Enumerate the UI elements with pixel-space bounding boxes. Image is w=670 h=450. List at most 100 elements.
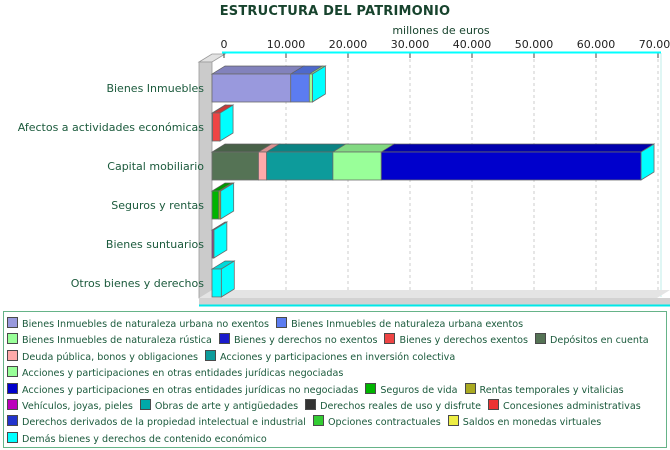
legend-row: Acciones y participaciones en otras enti… bbox=[7, 363, 663, 379]
legend-item: Concesiones administrativas bbox=[488, 396, 641, 415]
bar-segment-top-shade bbox=[266, 144, 346, 152]
category-label: Otros bienes y derechos bbox=[71, 277, 205, 290]
tick-label: 30.000 bbox=[391, 38, 430, 51]
bar-segment bbox=[266, 151, 334, 181]
tick-label: 60.000 bbox=[577, 38, 616, 51]
x-axis-title: millones de euros bbox=[392, 24, 490, 37]
tick-label: 20.000 bbox=[329, 38, 368, 51]
legend-row: Acciones y participaciones en otras enti… bbox=[7, 380, 663, 396]
legend-label: Saldos en monedas virtuales bbox=[462, 417, 602, 429]
floor-top bbox=[199, 290, 670, 298]
category-label: Bienes suntuarios bbox=[106, 238, 204, 251]
floor-front bbox=[199, 298, 670, 305]
legend-row: Bienes Inmuebles de naturaleza rústica Bi… bbox=[7, 330, 663, 346]
tick-label: 50.000 bbox=[515, 38, 554, 51]
legend-item: Bienes y derechos no exentos bbox=[218, 330, 378, 349]
legend-label: Bienes Inmuebles de naturaleza rústica bbox=[22, 335, 212, 347]
bar-segment bbox=[380, 151, 642, 181]
legend-item: Depósitos en cuenta bbox=[535, 330, 649, 349]
category-label: Bienes Inmuebles bbox=[106, 82, 204, 95]
chart-title: ESTRUCTURA DEL PATRIMONIO bbox=[219, 4, 451, 19]
legend-item: Derechos derivados de la propiedad intel… bbox=[7, 412, 306, 431]
legend-swatch bbox=[305, 398, 317, 410]
legend-swatch bbox=[7, 333, 18, 345]
category-label: Capital mobiliario bbox=[107, 160, 204, 173]
legend-item: Bienes Inmuebles de naturaleza urbana no… bbox=[7, 314, 269, 333]
bar-segment-top-shade bbox=[290, 66, 323, 74]
legend-label: Bienes Inmuebles de naturaleza urbana ex… bbox=[291, 319, 524, 330]
bar-segment-top-shade bbox=[212, 105, 234, 113]
legend-swatch bbox=[7, 317, 18, 328]
legend-item: Rentas temporales y vitalicias bbox=[464, 380, 624, 399]
legend-row: Deuda pública, bonos y obligaciones Accio… bbox=[7, 347, 663, 363]
legend-label: Vehículos, joyas, pieles bbox=[22, 400, 133, 412]
legend-swatch bbox=[7, 431, 18, 443]
legend-swatch bbox=[7, 398, 18, 410]
legend-item: Saldos en monedas virtuales bbox=[447, 412, 602, 431]
legend-label: Derechos reales de uso y disfrute bbox=[320, 400, 482, 412]
legend-swatch bbox=[7, 366, 18, 378]
legend-swatch bbox=[276, 317, 288, 328]
legend-row: Derechos derivados de la propiedad intel… bbox=[7, 412, 663, 428]
legend-label: Bienes Inmuebles de naturaleza urbana no… bbox=[22, 319, 270, 330]
legend: Bienes Inmuebles de naturaleza urbana no… bbox=[3, 311, 667, 448]
category-label: Seguros y rentas bbox=[111, 199, 204, 212]
legend-label: Depósitos en cuenta bbox=[550, 335, 649, 347]
legend-item: Bienes y derechos exentos bbox=[384, 330, 528, 349]
legend-swatch bbox=[384, 333, 396, 345]
bar-segment-top-shade bbox=[258, 144, 280, 152]
bar-segment bbox=[211, 268, 222, 298]
legend-swatch bbox=[488, 398, 500, 410]
legend-row: Vehículos, joyas, pieles Obras de arte y … bbox=[7, 396, 663, 412]
legend-item: Vehículos, joyas, pieles bbox=[7, 396, 133, 415]
legend-swatch bbox=[7, 349, 18, 361]
tick-label: 40.000 bbox=[453, 38, 492, 51]
bar-segment-top-shade bbox=[309, 66, 326, 74]
legend-swatch bbox=[447, 415, 459, 427]
legend-item: Derechos reales de uso y disfrute bbox=[305, 396, 481, 415]
legend-item: Deuda pública, bonos y obligaciones bbox=[7, 347, 198, 366]
bar-segment bbox=[308, 73, 313, 103]
bar-segment-top-shade bbox=[212, 261, 235, 269]
legend-label: Obras de arte y antigüedades bbox=[154, 400, 299, 412]
legend-item: Acciones y participaciones en inversión … bbox=[204, 347, 456, 366]
wall-top bbox=[197, 53, 227, 63]
legend-item: Bienes Inmuebles de naturaleza urbana ex… bbox=[276, 314, 523, 333]
legend-row: Demás bienes y derechos de contenido eco… bbox=[7, 429, 663, 445]
bar-segment-top-shade bbox=[212, 144, 272, 152]
bar-segment-top-shade bbox=[212, 66, 304, 74]
legend-item: Bienes Inmuebles de naturaleza rústica bbox=[7, 330, 212, 349]
bar-segment-top-shade bbox=[332, 144, 395, 152]
legend-label: Seguros de vida bbox=[380, 384, 458, 396]
legend-swatch bbox=[312, 415, 324, 427]
bar-segment bbox=[332, 151, 382, 181]
legend-label: Demás bienes y derechos de contenido eco… bbox=[22, 433, 267, 445]
tick-label: 70.000 bbox=[639, 38, 670, 51]
legend-item: Acciones y participaciones en otras enti… bbox=[7, 363, 343, 382]
legend-swatch bbox=[535, 333, 547, 345]
bar-segment bbox=[211, 190, 220, 220]
legend-label: Bienes y derechos no exentos bbox=[233, 335, 378, 347]
tick-label: 10.000 bbox=[267, 38, 306, 51]
legend-item: Acciones y participaciones en otras enti… bbox=[7, 380, 358, 399]
legend-row: Bienes Inmuebles de naturaleza urbana no… bbox=[7, 314, 663, 330]
legend-swatch bbox=[365, 382, 377, 394]
bar-segment bbox=[211, 151, 259, 181]
legend-swatch bbox=[218, 333, 230, 345]
legend-swatch bbox=[139, 398, 151, 410]
legend-label: Rentas temporales y vitalicias bbox=[479, 384, 624, 396]
legend-label: Bienes y derechos exentos bbox=[399, 335, 529, 347]
legend-swatch bbox=[7, 415, 18, 427]
bar-segment bbox=[290, 73, 310, 103]
legend-label: Acciones y participaciones en inversión … bbox=[219, 351, 456, 363]
legend-item: Obras de arte y antigüedades bbox=[139, 396, 299, 415]
legend-swatch bbox=[7, 382, 18, 394]
bar-segment bbox=[218, 190, 222, 220]
legend-swatch bbox=[204, 349, 216, 361]
legend-label: Opciones contractuales bbox=[327, 417, 441, 429]
bar-segment-top-shade bbox=[212, 183, 232, 191]
bar-segment bbox=[258, 151, 267, 181]
bar-segment bbox=[212, 229, 215, 259]
legend-item: Opciones contractuales bbox=[312, 412, 441, 431]
legend-label: Derechos derivados de la propiedad intel… bbox=[22, 417, 306, 429]
